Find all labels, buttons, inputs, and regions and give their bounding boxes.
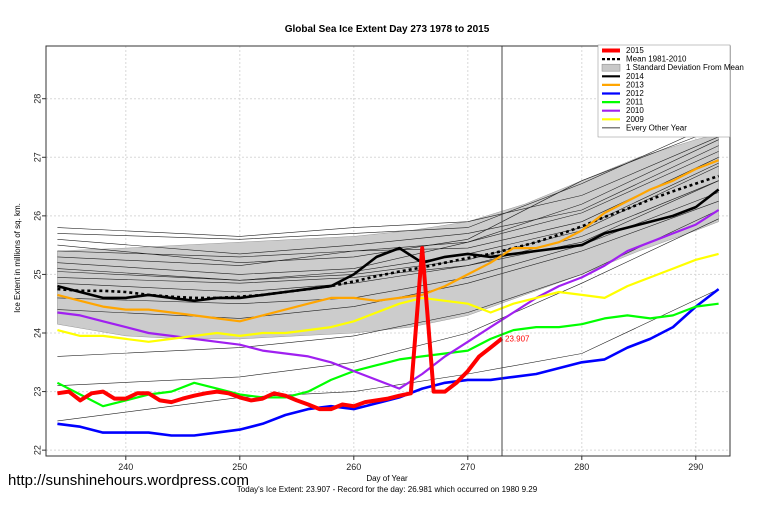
other-year-line bbox=[57, 218, 719, 386]
legend-label: 2015 bbox=[626, 46, 644, 55]
series-line-2013 bbox=[57, 159, 719, 323]
std-deviation-band bbox=[57, 133, 719, 340]
y-tick-label: 27 bbox=[32, 152, 42, 162]
other-year-lines bbox=[57, 121, 719, 422]
legend-label: Every Other Year bbox=[626, 123, 687, 132]
y-tick-label: 26 bbox=[32, 211, 42, 221]
legend-swatch bbox=[601, 63, 621, 72]
watermark-url: http://sunshinehours.wordpress.com bbox=[8, 472, 249, 489]
y-tick-label: 24 bbox=[32, 328, 42, 338]
legend-label: 2010 bbox=[626, 106, 644, 115]
legend-box bbox=[597, 44, 731, 138]
legend-label: 2011 bbox=[626, 98, 644, 107]
other-year-line bbox=[57, 121, 719, 240]
legend-label: 2012 bbox=[626, 89, 644, 98]
y-tick-label: 23 bbox=[32, 387, 42, 397]
today-value-label: 23.907 bbox=[505, 334, 530, 343]
chart-title: Global Sea Ice Extent Day 273 1978 to 20… bbox=[285, 24, 490, 35]
other-year-line bbox=[57, 145, 719, 255]
other-year-line bbox=[57, 151, 719, 258]
y-tick-label: 25 bbox=[32, 269, 42, 279]
legend-label: 1 Standard Deviation From Mean bbox=[626, 63, 744, 72]
x-tick-label: 280 bbox=[574, 462, 589, 472]
y-tick-label: 28 bbox=[32, 94, 42, 104]
other-year-line bbox=[57, 180, 719, 293]
series-line-2010 bbox=[57, 209, 720, 390]
legend-label: 2014 bbox=[626, 72, 644, 81]
x-tick-label: 250 bbox=[232, 462, 247, 472]
x-tick-label: 270 bbox=[460, 462, 475, 472]
x-tick-label: 240 bbox=[118, 462, 133, 472]
other-year-line bbox=[57, 209, 719, 357]
legend-label: 2009 bbox=[626, 115, 644, 124]
y-tick-label: 22 bbox=[32, 445, 42, 455]
y-axis-label: Ice Extent in millions of sq. km. bbox=[13, 203, 22, 313]
other-year-line bbox=[57, 165, 719, 281]
x-tick-label: 260 bbox=[346, 462, 361, 472]
series-line-2014 bbox=[57, 188, 720, 303]
x-axis-ticks: 240 250 260 270 280 290 bbox=[118, 456, 703, 472]
series-lines bbox=[56, 159, 720, 437]
other-year-line bbox=[57, 180, 719, 284]
series-line-2015 bbox=[57, 246, 504, 412]
legend-label: Mean 1981-2010 bbox=[626, 55, 687, 64]
other-year-line bbox=[57, 136, 719, 237]
y-axis-ticks: 22 23 24 25 26 27 28 bbox=[32, 94, 46, 455]
series-line-2011 bbox=[56, 302, 719, 408]
other-year-line bbox=[57, 192, 719, 305]
other-year-line bbox=[57, 162, 719, 281]
x-tick-label: 290 bbox=[688, 462, 703, 472]
legend-label: 2013 bbox=[626, 80, 644, 89]
x-axis-label: Day of Year bbox=[366, 474, 408, 483]
series-line-2009 bbox=[57, 252, 719, 343]
other-year-line bbox=[57, 127, 719, 264]
other-year-line bbox=[57, 157, 719, 266]
plot-frame bbox=[45, 45, 731, 457]
chart-caption: Today's Ice Extent: 23.907 - Record for … bbox=[237, 485, 538, 494]
